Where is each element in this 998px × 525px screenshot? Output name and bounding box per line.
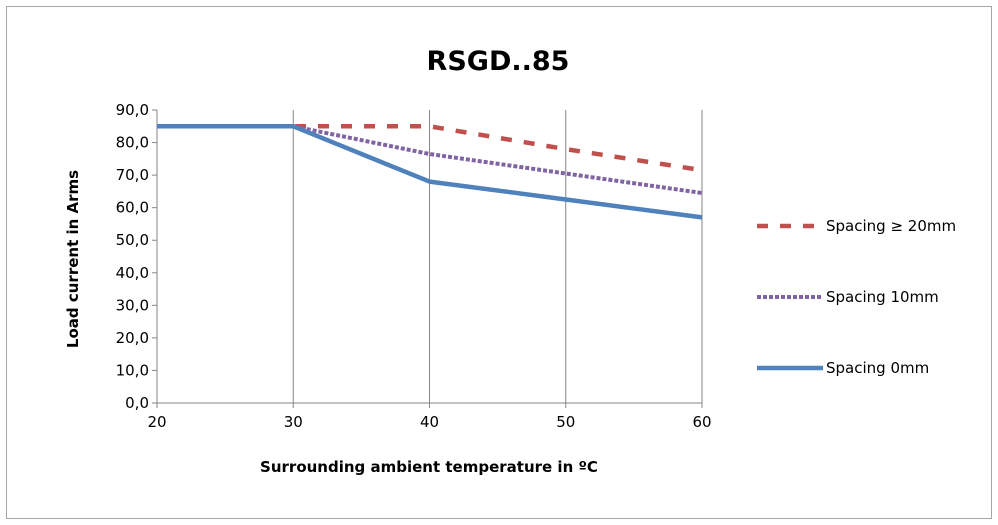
chart-frame (6, 6, 992, 519)
chart-title: RSGD..85 (427, 46, 570, 77)
x-tick-label: 50 (556, 413, 575, 431)
y-tick-label: 80,0 (116, 134, 149, 152)
legend: Spacing ≥ 20mm Spacing 10mm Spacing 0mm (757, 217, 956, 377)
y-tick-label: 30,0 (116, 296, 149, 314)
series-line-2 (157, 124, 703, 220)
y-tick-label: 40,0 (116, 264, 149, 282)
legend-label-0: Spacing ≥ 20mm (826, 217, 956, 235)
y-tick-label: 20,0 (116, 329, 149, 347)
y-tick-label: 90,0 (116, 101, 149, 119)
y-tick-label: 50,0 (116, 231, 149, 249)
x-tick-label: 60 (692, 413, 711, 431)
y-tick-label: 70,0 (116, 166, 149, 184)
x-axis-title: Surrounding ambient temperature in ºC (260, 458, 598, 476)
tick-labels: 0,0 10,0 20,0 30,0 40,0 50,0 60,0 70,0 80,0 90,0 2… (116, 101, 712, 431)
legend-label-2: Spacing 0mm (826, 359, 929, 377)
legend-label-1: Spacing 10mm (826, 288, 939, 306)
axis-layer (152, 109, 703, 408)
x-tick-label: 40 (420, 413, 439, 431)
y-axis-title: Load current in Arms (64, 170, 82, 348)
x-tick-label: 30 (284, 413, 303, 431)
series-layer (157, 124, 703, 220)
y-tick-label: 10,0 (116, 361, 149, 379)
y-tick-label: 60,0 (116, 199, 149, 217)
x-tick-label: 20 (147, 413, 166, 431)
y-tick-label: 0,0 (125, 394, 149, 412)
grid-layer (292, 110, 703, 403)
